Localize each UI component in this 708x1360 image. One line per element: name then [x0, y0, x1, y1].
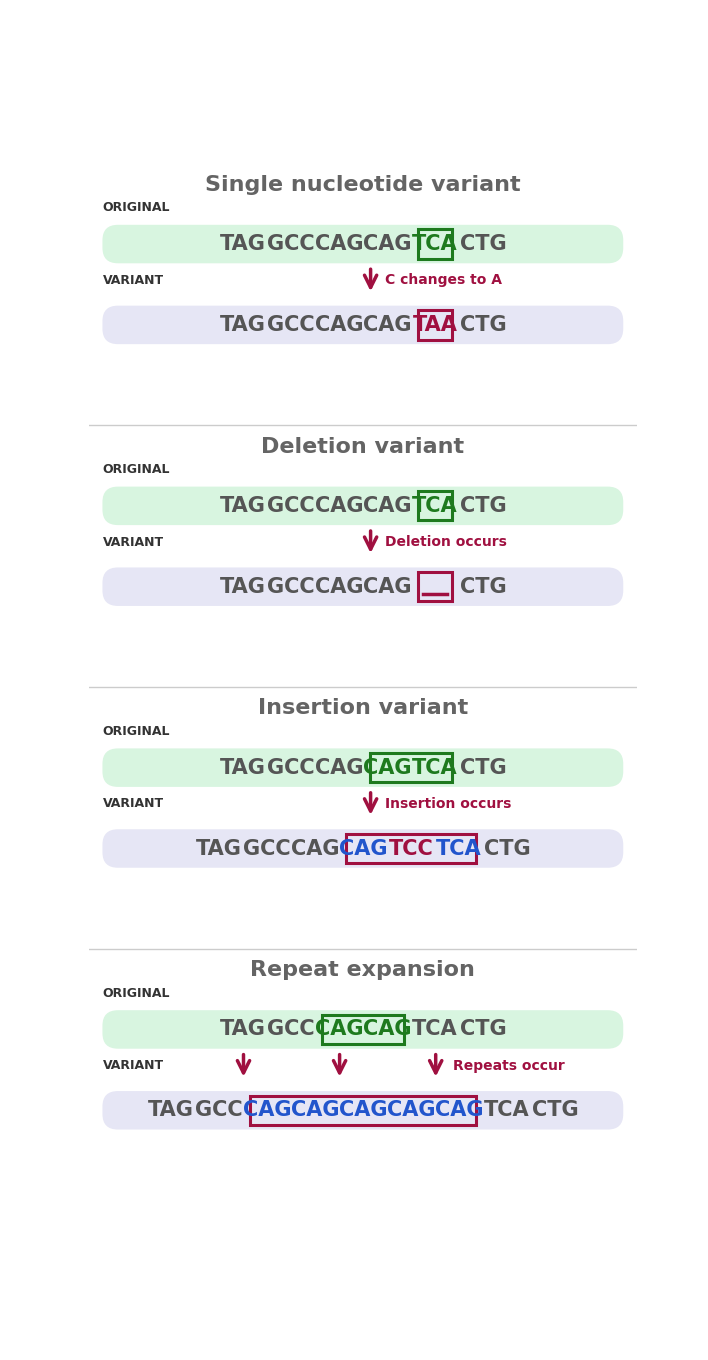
Text: TCA: TCA	[436, 839, 481, 858]
Text: GCC: GCC	[195, 1100, 243, 1121]
Text: VARIANT: VARIANT	[103, 273, 164, 287]
Text: CAG: CAG	[314, 496, 363, 515]
Bar	[370, 753, 452, 782]
Text: TAG: TAG	[219, 496, 266, 515]
Text: ORIGINAL: ORIGINAL	[103, 201, 170, 215]
Text: TAG: TAG	[219, 316, 266, 335]
Text: GCC: GCC	[267, 758, 314, 778]
Text: CTG: CTG	[459, 577, 506, 597]
Text: GCC: GCC	[267, 234, 314, 254]
Text: CTG: CTG	[532, 1100, 578, 1121]
Text: CAG: CAG	[290, 1100, 339, 1121]
Bar	[418, 310, 452, 340]
FancyBboxPatch shape	[103, 487, 623, 525]
Text: TAG: TAG	[219, 234, 266, 254]
Text: Insertion variant: Insertion variant	[258, 699, 468, 718]
Bar	[418, 230, 452, 258]
Text: TAG: TAG	[196, 839, 241, 858]
Text: CTG: CTG	[459, 316, 506, 335]
Text: ORIGINAL: ORIGINAL	[103, 464, 170, 476]
Text: CAG: CAG	[243, 1100, 291, 1121]
Text: TCA: TCA	[484, 1100, 530, 1121]
Text: TCA: TCA	[412, 496, 458, 515]
Text: VARIANT: VARIANT	[103, 797, 164, 811]
Text: VARIANT: VARIANT	[103, 536, 164, 548]
Bar	[418, 573, 452, 601]
Text: GCC: GCC	[267, 1020, 314, 1039]
Text: Deletion occurs: Deletion occurs	[384, 534, 506, 549]
Text: CTG: CTG	[484, 839, 530, 858]
Bar	[346, 834, 476, 864]
Text: TCA: TCA	[412, 1020, 458, 1039]
Text: TAA: TAA	[413, 316, 457, 335]
Text: CAG: CAG	[290, 839, 339, 858]
Text: TCC: TCC	[389, 839, 433, 858]
Text: TAG: TAG	[148, 1100, 193, 1121]
Text: TAG: TAG	[219, 1020, 266, 1039]
Text: C changes to A: C changes to A	[384, 273, 501, 287]
Text: CAG: CAG	[314, 577, 363, 597]
Text: CAG: CAG	[435, 1100, 483, 1121]
Text: TCA: TCA	[412, 234, 458, 254]
FancyBboxPatch shape	[103, 306, 623, 344]
Text: CAG: CAG	[314, 758, 363, 778]
Text: CAG: CAG	[362, 758, 411, 778]
Text: CAG: CAG	[362, 496, 411, 515]
Text: TCA: TCA	[412, 758, 458, 778]
Text: CTG: CTG	[459, 1020, 506, 1039]
Bar	[321, 1015, 404, 1044]
Text: CAG: CAG	[362, 316, 411, 335]
Text: GCC: GCC	[267, 496, 314, 515]
Text: ORIGINAL: ORIGINAL	[103, 725, 170, 738]
Text: CAG: CAG	[338, 1100, 387, 1121]
Text: CAG: CAG	[314, 1020, 363, 1039]
Bar	[250, 1096, 476, 1125]
Text: Repeat expansion: Repeat expansion	[251, 960, 475, 981]
Text: CAG: CAG	[338, 839, 387, 858]
Bar	[418, 491, 452, 521]
Text: CAG: CAG	[314, 316, 363, 335]
Text: Deletion variant: Deletion variant	[261, 437, 464, 457]
Text: VARIANT: VARIANT	[103, 1059, 164, 1072]
FancyBboxPatch shape	[103, 748, 623, 787]
Text: CTG: CTG	[459, 758, 506, 778]
Text: CAG: CAG	[314, 234, 363, 254]
Text: GCC: GCC	[267, 577, 314, 597]
Text: ORIGINAL: ORIGINAL	[103, 987, 170, 1000]
FancyBboxPatch shape	[103, 224, 623, 264]
Text: CTG: CTG	[459, 496, 506, 515]
Text: Insertion occurs: Insertion occurs	[384, 797, 511, 811]
FancyBboxPatch shape	[103, 830, 623, 868]
FancyBboxPatch shape	[103, 567, 623, 607]
Text: CAG: CAG	[387, 1100, 435, 1121]
Text: CTG: CTG	[459, 234, 506, 254]
FancyBboxPatch shape	[103, 1091, 623, 1130]
Text: CAG: CAG	[362, 234, 411, 254]
Text: GCC: GCC	[243, 839, 290, 858]
Text: GCC: GCC	[267, 316, 314, 335]
Text: TAG: TAG	[219, 758, 266, 778]
Text: CAG: CAG	[362, 577, 411, 597]
Text: CAG: CAG	[362, 1020, 411, 1039]
Text: TAG: TAG	[219, 577, 266, 597]
Text: Repeats occur: Repeats occur	[452, 1058, 564, 1073]
FancyBboxPatch shape	[103, 1010, 623, 1049]
Text: Single nucleotide variant: Single nucleotide variant	[205, 175, 520, 194]
